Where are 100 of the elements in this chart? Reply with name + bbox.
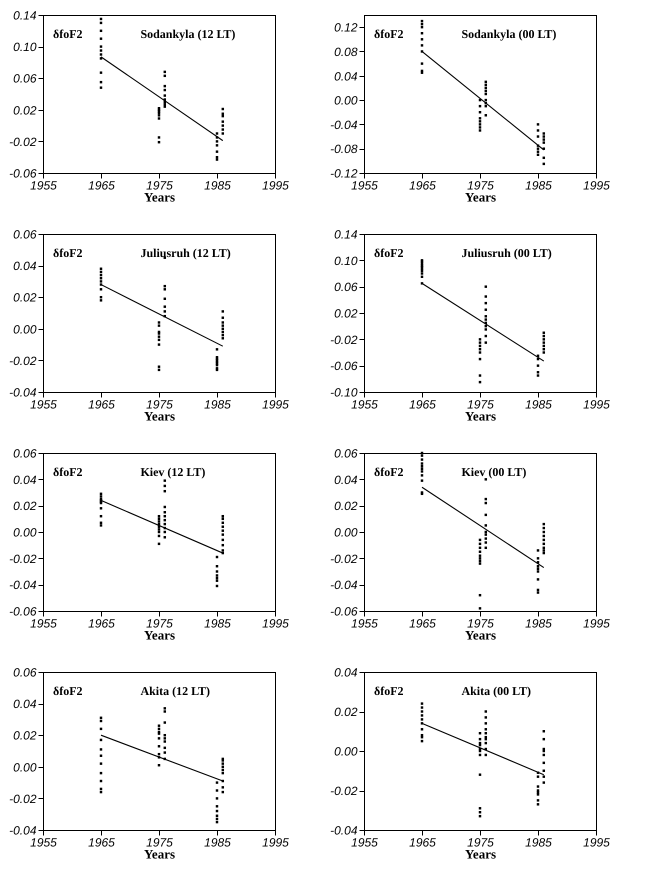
text: Sodankyla (00 LT): [461, 27, 556, 41]
y-tick-label: 0.04: [334, 472, 358, 487]
x-tick-label: 1975: [467, 178, 494, 192]
y-tick-label: -0.08: [330, 142, 358, 156]
y-tick-label: -0.02: [330, 784, 358, 798]
y-tick-label: 0.02: [13, 728, 37, 743]
y-tick-label: -0.06: [330, 604, 358, 618]
y-tick-label: 0.00: [13, 322, 37, 336]
y-tick-label: 0.14: [13, 8, 37, 22]
y-tick-label: -0.06: [9, 166, 37, 180]
x-tick-label: 1995: [262, 616, 290, 630]
y-tick-label: -0.04: [330, 118, 358, 132]
text: Kiev (12 LT): [140, 465, 206, 479]
x-tick-label: 1975: [467, 836, 494, 850]
y-tick-label: -0.02: [330, 332, 358, 347]
text: Sodankyla (12 LT): [140, 27, 236, 41]
text: Akita (00 LT): [461, 684, 532, 698]
x-tick-label: 1965: [88, 178, 116, 192]
y-tick-label: 0.06: [13, 228, 37, 242]
x-tick-label: 1975: [146, 836, 174, 850]
y-tick-label: 0.00: [13, 760, 37, 774]
y-tick-label: -0.10: [330, 386, 358, 400]
y-tick-label: -0.12: [330, 166, 358, 180]
y-tick-label: 0.00: [334, 526, 358, 540]
y-axis-title: δfoF2: [53, 684, 83, 698]
y-tick-label: 0.10: [334, 254, 358, 268]
y-tick-label: -0.04: [330, 824, 358, 838]
y-tick-label: -0.04: [9, 578, 37, 592]
x-tick-label: 1985: [525, 178, 552, 192]
y-tick-label: 0.00: [334, 94, 358, 108]
x-axis-title: Years: [464, 628, 496, 642]
text: Juliusruh (12 LT): [140, 246, 231, 260]
x-tick-label: 1955: [351, 398, 378, 412]
y-tick-label: 0.02: [334, 306, 358, 320]
x-tick-label: 1975: [146, 178, 174, 192]
text: Juliusruh (00 LT): [461, 246, 552, 260]
x-tick-label: 1995: [583, 398, 610, 412]
x-tick-label: 1985: [204, 398, 232, 412]
x-axis-title: Years: [144, 408, 176, 424]
y-tick-label: -0.02: [9, 792, 37, 806]
y-tick-label: -0.02: [9, 552, 37, 566]
y-tick-label: 0.06: [334, 446, 358, 460]
x-tick-label: 1995: [262, 836, 290, 850]
y-tick-label: 0.06: [13, 446, 37, 460]
x-tick-label: 1955: [30, 398, 58, 412]
y-tick-label: 0.06: [334, 280, 358, 294]
x-axis-title: Years: [144, 190, 176, 204]
y-tick-label: 0.10: [13, 40, 37, 54]
y-tick-label: -0.04: [9, 824, 37, 838]
y-tick-label: 0.02: [13, 103, 37, 118]
x-tick-label: 1985: [525, 836, 552, 850]
x-tick-label: 1955: [351, 616, 378, 630]
x-axis-title: Years: [144, 846, 176, 862]
x-tick-label: 1975: [146, 616, 174, 630]
y-tick-label: 0.00: [334, 744, 358, 758]
x-tick-label: 1985: [525, 616, 552, 630]
x-tick-label: 1995: [583, 178, 610, 192]
x-tick-label: 1995: [583, 616, 610, 630]
y-axis-title: δfoF2: [53, 27, 83, 41]
x-axis-title: Years: [144, 628, 176, 642]
y-axis-title: δfoF2: [53, 465, 83, 479]
y-tick-label: 0.02: [13, 290, 37, 305]
x-tick-label: 1975: [467, 398, 494, 412]
x-axis-title: Years: [464, 408, 496, 424]
y-tick-label: 0.04: [334, 666, 358, 680]
x-tick-label: 1955: [30, 178, 58, 192]
y-tick-label: 0.02: [334, 705, 358, 719]
y-tick-label: -0.02: [9, 134, 37, 149]
x-tick-label: 1955: [351, 178, 378, 192]
x-tick-label: 1985: [525, 398, 552, 412]
x-tick-label: 1955: [351, 836, 378, 850]
y-axis-title: δfoF2: [374, 27, 404, 41]
x-tick-label: 1995: [583, 836, 610, 850]
y-tick-label: 0.06: [13, 72, 37, 86]
y-tick-label: 0.02: [334, 499, 358, 514]
y-tick-label: 0.06: [13, 666, 37, 680]
y-tick-label: 0.04: [13, 697, 37, 712]
y-axis-title: δfoF2: [53, 246, 83, 260]
y-axis-title: δfoF2: [374, 684, 404, 698]
y-tick-label: 0.04: [334, 69, 358, 84]
y-tick-label: 0.04: [13, 472, 37, 487]
y-tick-label: -0.06: [9, 604, 37, 618]
x-tick-label: 1995: [262, 178, 290, 192]
y-axis-title: δfoF2: [374, 246, 404, 260]
x-tick-label: 1985: [204, 178, 232, 192]
x-axis-title: Years: [464, 190, 496, 204]
y-tick-label: -0.02: [9, 354, 37, 368]
y-tick-label: 0.12: [334, 20, 358, 35]
x-tick-label: 1965: [409, 398, 436, 412]
text: Akita (12 LT): [140, 684, 210, 698]
x-tick-label: 1965: [409, 836, 436, 850]
x-tick-label: 1965: [409, 178, 436, 192]
x-tick-label: 1975: [467, 616, 494, 630]
y-tick-label: 0.14: [334, 228, 358, 242]
y-tick-label: -0.06: [330, 359, 358, 374]
y-axis-title: δfoF2: [374, 465, 404, 479]
y-tick-label: -0.04: [330, 578, 358, 592]
x-tick-label: 1995: [262, 398, 290, 412]
x-tick-label: 1985: [204, 836, 232, 850]
y-tick-label: 0.04: [13, 259, 37, 274]
